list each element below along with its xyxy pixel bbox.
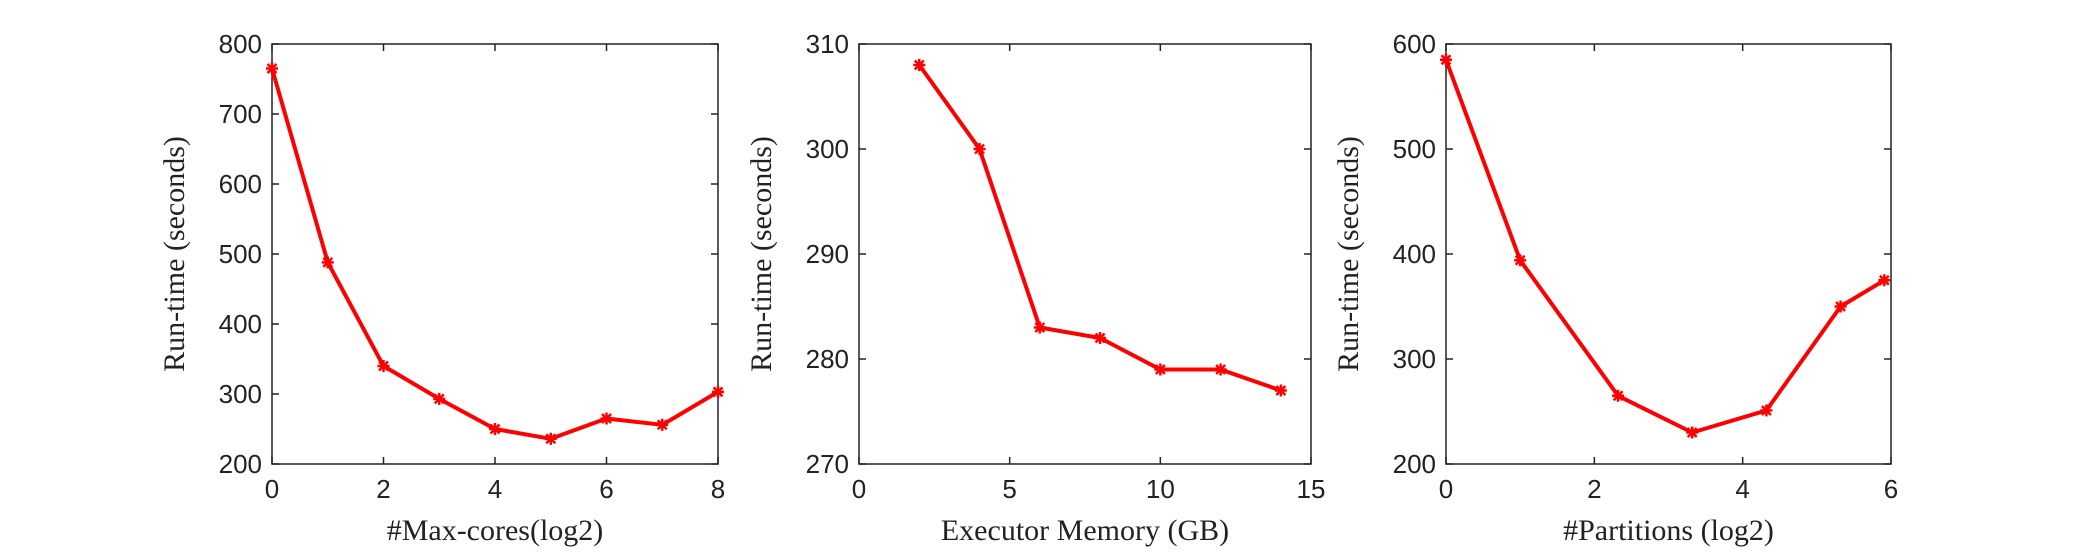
data-point-marker <box>377 360 390 372</box>
x-tick-label: 0 <box>852 474 866 504</box>
x-tick-label: 6 <box>1884 474 1898 504</box>
y-tick-label: 500 <box>1393 134 1436 164</box>
x-tick-label: 5 <box>1002 474 1016 504</box>
x-tick-label: 2 <box>376 474 390 504</box>
x-axis-label: #Partitions (log2) <box>1563 514 1774 547</box>
x-tick-label: 4 <box>1735 474 1749 504</box>
y-tick-label: 300 <box>219 379 262 409</box>
data-point-marker <box>1514 254 1527 267</box>
y-tick-label: 280 <box>806 344 849 374</box>
data-point-marker <box>712 385 724 398</box>
y-tick-label: 290 <box>806 239 849 269</box>
y-tick-label: 800 <box>219 29 262 59</box>
y-tick-label: 270 <box>806 449 849 479</box>
data-point-marker <box>1686 426 1699 439</box>
data-point-marker <box>1878 274 1891 287</box>
y-tick-label: 600 <box>1393 29 1436 59</box>
y-tick-label: 400 <box>219 309 262 339</box>
data-point-marker <box>1612 389 1625 402</box>
x-axis-label: #Max-cores(log2) <box>387 514 604 547</box>
data-point-marker <box>656 418 669 431</box>
plot-frame <box>271 43 719 465</box>
data-point-marker <box>544 432 557 445</box>
data-point-marker <box>1834 300 1847 313</box>
y-axis-label: Run-time (seconds) <box>1332 136 1365 372</box>
data-point-marker <box>1440 53 1452 66</box>
data-point-marker <box>266 62 278 75</box>
x-tick-label: 4 <box>488 474 502 504</box>
data-point-marker <box>1033 321 1046 334</box>
y-tick-label: 200 <box>219 449 262 479</box>
series-line <box>270 67 720 441</box>
y-axis-label: Run-time (seconds) <box>745 136 778 372</box>
x-tick-label: 10 <box>1146 474 1175 504</box>
y-tick-label: 300 <box>806 134 849 164</box>
plot-frame <box>858 43 1312 465</box>
x-tick-label: 0 <box>1439 474 1453 504</box>
chart-panel-max-cores: 0 2 4 6 8 200 300 400 500 600 700 800 #Max-cores(log… <box>158 29 725 547</box>
chart-panel-partitions: 0 2 4 6 200 300 400 500 600 #Partitions (log2) Run… <box>1332 29 1898 547</box>
data-point-marker <box>489 423 501 435</box>
data-point-marker <box>973 143 986 155</box>
y-tick-label: 200 <box>1393 449 1436 479</box>
x-axis-label: Executor Memory (GB) <box>941 514 1229 547</box>
data-point-marker <box>1094 332 1107 344</box>
x-tick-label: 8 <box>711 474 725 504</box>
data-point-marker <box>1760 404 1773 417</box>
y-tick-label: 700 <box>219 99 262 129</box>
data-point-marker <box>433 392 446 405</box>
chart-panel-executor-memory: 0 5 10 15 270 280 290 300 310 Executor Memory (GB… <box>745 29 1325 547</box>
x-tick-label: 0 <box>265 474 279 504</box>
x-tick-label: 6 <box>599 474 613 504</box>
data-point-marker <box>1274 384 1287 397</box>
y-axis-label: Run-time (seconds) <box>158 136 191 372</box>
y-tick-label: 500 <box>219 239 262 269</box>
series-line <box>1444 59 1886 435</box>
x-tick-label: 15 <box>1297 474 1326 504</box>
y-tick-label: 300 <box>1393 344 1436 374</box>
data-point-marker <box>600 412 613 425</box>
y-tick-label: 400 <box>1393 239 1436 269</box>
y-tick-label: 310 <box>806 29 849 59</box>
y-tick-label: 600 <box>219 169 262 199</box>
data-point-marker <box>1214 363 1227 376</box>
x-tick-label: 2 <box>1587 474 1601 504</box>
data-point-marker <box>1154 363 1167 376</box>
data-point-marker <box>321 256 334 269</box>
plot-frame <box>1445 43 1892 465</box>
data-point-marker <box>913 59 926 71</box>
